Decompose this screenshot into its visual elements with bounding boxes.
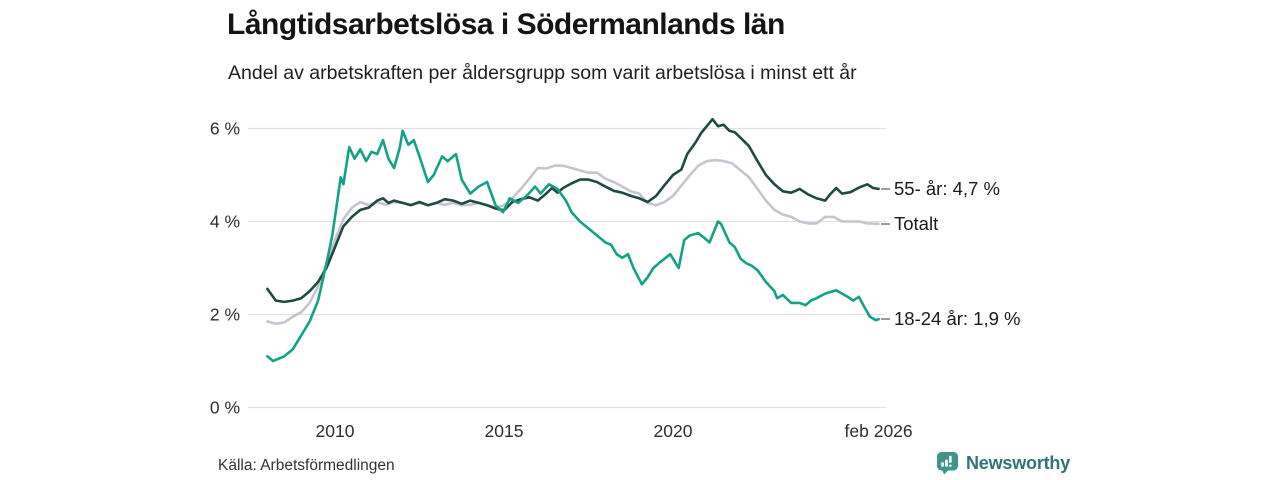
newsworthy-wordmark: Newsworthy (966, 452, 1071, 473)
series-end-label-55-ar: 55- år: 4,7 % (881, 178, 1000, 200)
newsworthy-logo: Newsworthy (936, 451, 1070, 475)
newsworthy-bar-chart-icon (937, 452, 958, 475)
page-title: Långtidsarbetslösa i Södermanlands län (227, 8, 785, 41)
x-tick-label: 2020 (653, 421, 693, 441)
source-note: Källa: Arbetsförmedlingen (218, 457, 395, 474)
y-tick-label: 2 % (209, 304, 240, 324)
page-subtitle: Andel av arbetskraften per åldersgrupp s… (228, 62, 857, 84)
label-connector-dash (881, 187, 890, 190)
series-end-label-18-24-ar: 18-24 år: 1,9 % (881, 308, 1021, 330)
x-tick-label: feb 2026 (844, 421, 913, 441)
series-end-label-text: 55- år: 4,7 % (894, 177, 1000, 199)
series-end-label-text: Totalt (894, 212, 939, 234)
series-line-0-55-r (266, 117, 880, 304)
series-end-label-text: 18-24 år: 1,9 % (894, 308, 1021, 330)
series-line-2-18-24-r (266, 129, 880, 363)
series-line-1-totalt (266, 158, 880, 326)
plot-svg (248, 117, 886, 409)
label-connector-dash (881, 222, 890, 225)
y-tick-label: 6 % (209, 118, 240, 138)
y-tick-label: 4 % (209, 211, 240, 231)
series-end-label-totalt: Totalt (881, 213, 938, 235)
x-tick-label: 2010 (315, 421, 355, 441)
label-connector-dash (881, 318, 890, 321)
y-tick-label: 0 % (209, 397, 240, 417)
x-tick-label: 2015 (484, 421, 524, 441)
